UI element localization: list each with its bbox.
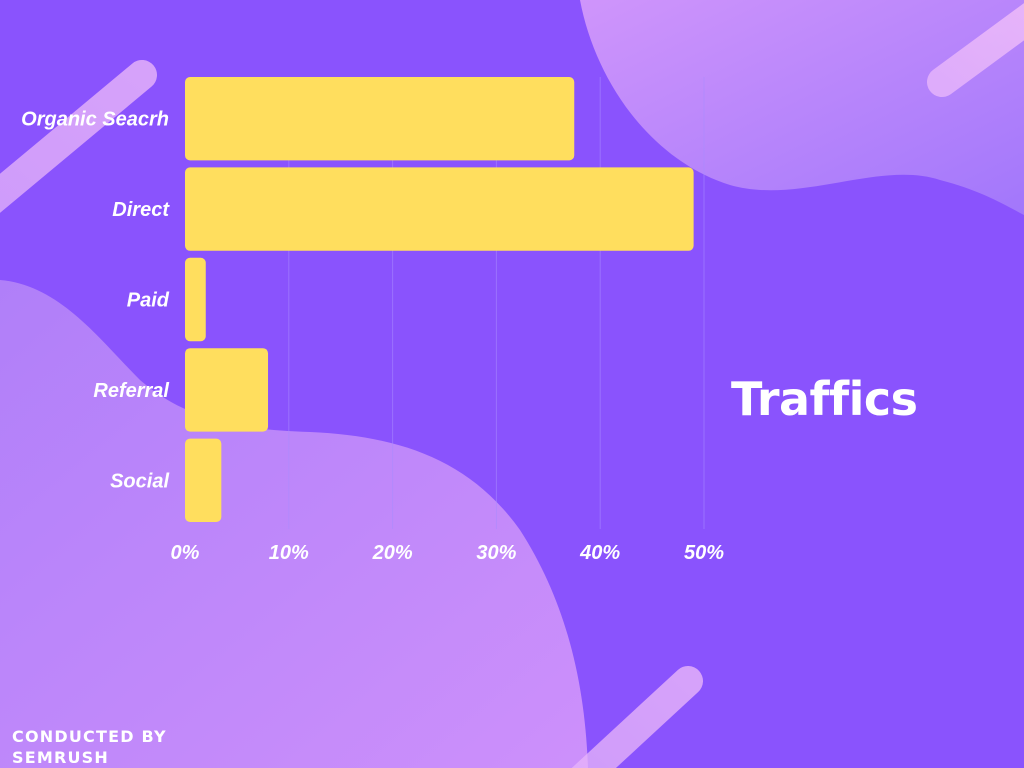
x-tick-label: 50%: [684, 542, 724, 564]
bar-direct: [185, 167, 694, 251]
x-tick-label: 0%: [171, 542, 200, 564]
x-tick-label: 40%: [579, 542, 620, 564]
top-right-blob: [580, 0, 1024, 215]
x-tick-label: 10%: [269, 542, 309, 564]
bar-organic-seacrh: [185, 77, 575, 161]
bar-referral: [185, 348, 269, 432]
chart-title: Traffics: [731, 372, 918, 426]
category-label: Referral: [93, 380, 169, 402]
bar-paid: [185, 257, 206, 342]
pill-top-left: [0, 60, 157, 213]
category-label: Paid: [127, 290, 170, 312]
category-label: Social: [110, 470, 169, 492]
bars: [185, 77, 694, 522]
category-labels: Organic Seacrh Direct Paid Referral Social: [21, 109, 170, 493]
footer-credit: CONDUCTED BY SEMRUSH: [12, 727, 167, 767]
x-tick-label: 30%: [476, 542, 516, 564]
category-label: Direct: [112, 199, 170, 221]
bottom-left-blob: [0, 280, 588, 768]
x-tick-labels: 0% 10% 20% 30% 40% 50%: [171, 542, 725, 564]
x-tick-label: 20%: [372, 542, 413, 564]
category-label: Organic Seacrh: [21, 109, 169, 131]
pill-bottom: [571, 666, 703, 768]
bar-social: [185, 438, 222, 522]
